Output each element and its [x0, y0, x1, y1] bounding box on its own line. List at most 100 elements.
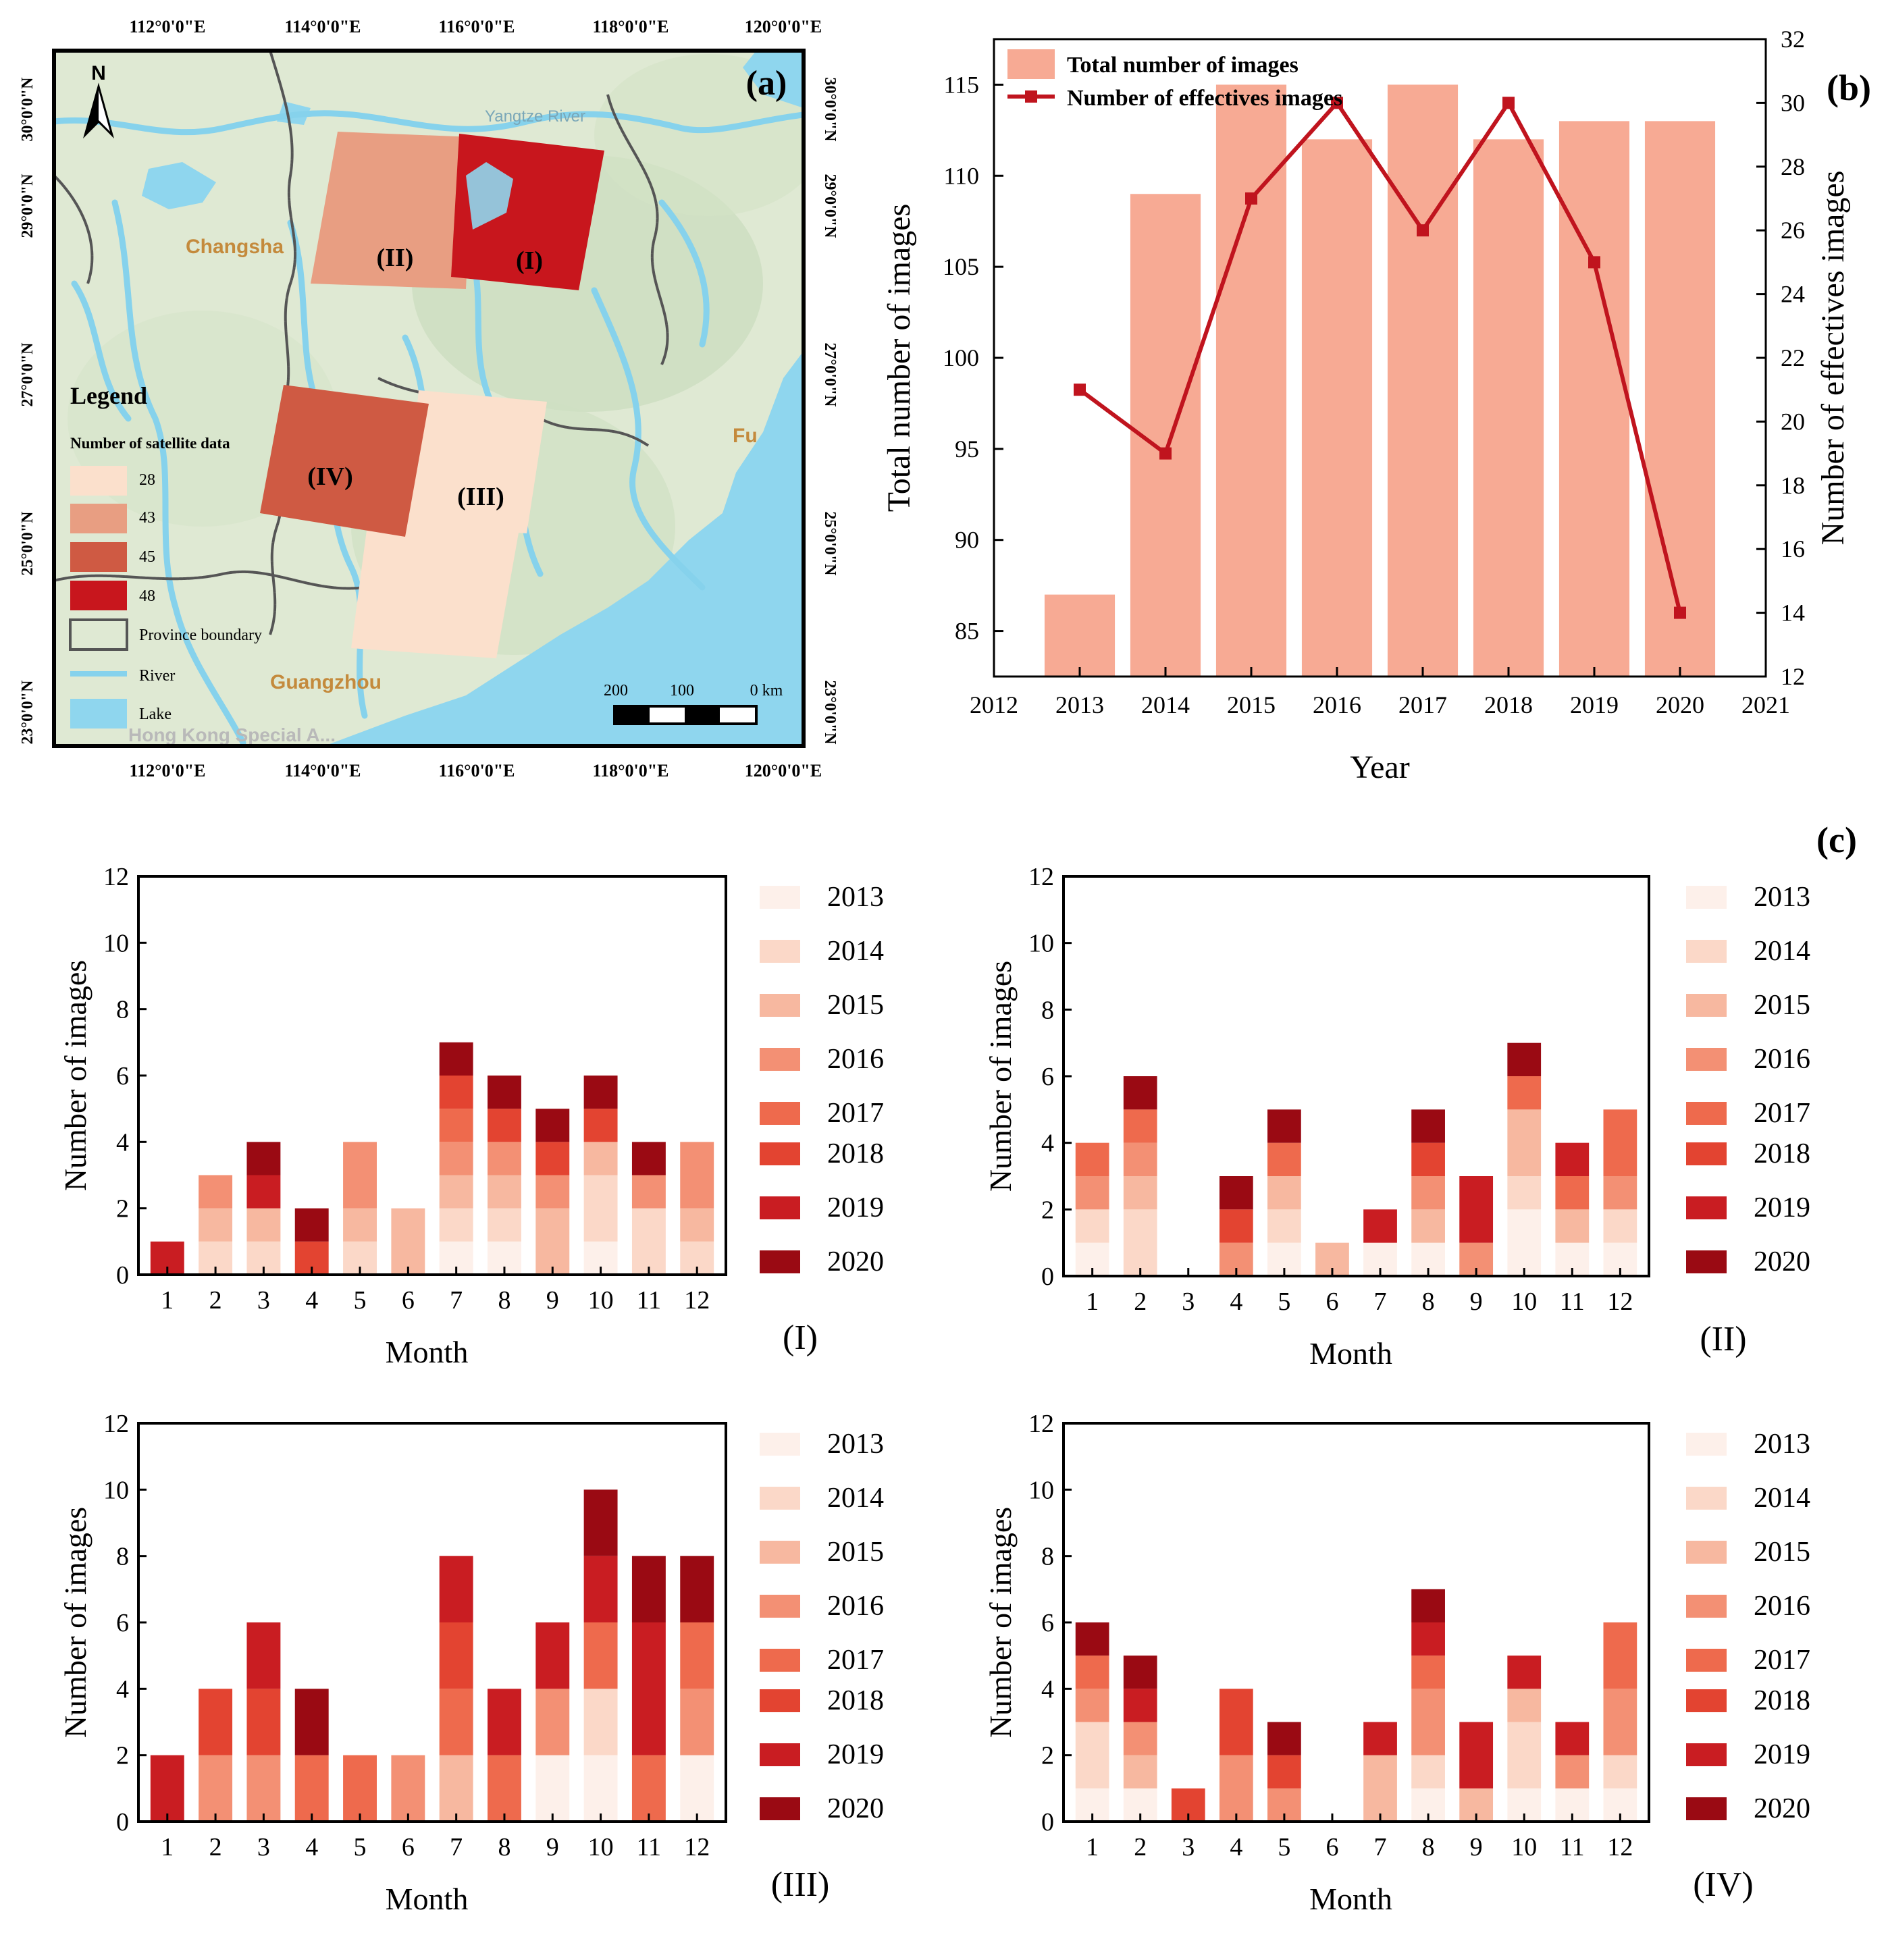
legend-label-2019: 2019: [1754, 1192, 1810, 1223]
region-iv[interactable]: [260, 385, 429, 537]
legend-swatch-2018: [1686, 1142, 1727, 1165]
legend-swatch-48: [70, 581, 127, 610]
legend-label-2019: 2019: [827, 1739, 884, 1770]
x-tick-label: 7: [1374, 1288, 1387, 1316]
bar-seg-m9-2015: [535, 1208, 570, 1275]
bar-seg-m10-2019: [583, 1556, 618, 1622]
panel-c-label: (c): [1816, 820, 1857, 860]
bar-seg-m12-2016: [680, 1142, 714, 1209]
point-effective-2019: [1588, 256, 1600, 269]
panel-b-label: (b): [1827, 68, 1871, 108]
y-tick-label: 6: [116, 1609, 129, 1637]
y2-tick-label-b: 28: [1781, 153, 1805, 180]
x-tick-label: 12: [1607, 1288, 1633, 1316]
bar-total-2015: [1215, 84, 1287, 677]
scale-bar-seg: [685, 706, 720, 724]
legend-swatch-2020: [1686, 1797, 1727, 1820]
x-tick-label: 10: [588, 1833, 614, 1861]
x-tick-label: 9: [546, 1833, 559, 1861]
region-iii-north[interactable]: [405, 390, 547, 533]
region-ii[interactable]: [311, 132, 473, 289]
legend-swatch-2013: [1686, 886, 1727, 909]
x-tick-label: 3: [257, 1286, 270, 1315]
lon-label-bottom-112: 112°0'0"E: [130, 761, 206, 780]
place-yangtze: Yangtze River: [485, 107, 585, 126]
legend-swatch-2014: [1686, 940, 1727, 963]
x-tick-label-b: 2016: [1313, 691, 1361, 718]
chart-b: 2012 2013 2014 2015 2016 2017 2018 2019 2020 2021…: [881, 26, 1851, 785]
bar-seg-m10-2017: [583, 1622, 618, 1689]
bar-seg-m8-2020: [488, 1076, 521, 1109]
legend-swatch-2016: [760, 1595, 800, 1618]
bar-seg-m9-2016: [535, 1689, 570, 1755]
legend-label-2015: 2015: [1754, 1537, 1810, 1568]
legend-label-45: 45: [139, 548, 155, 566]
y-tick-label: 4: [116, 1128, 129, 1157]
lake-dongting: [142, 162, 216, 209]
x-tick-label: 7: [450, 1833, 463, 1861]
legend-label-2013: 2013: [1754, 1429, 1810, 1460]
y-tick-label-b: 85: [955, 618, 979, 645]
legend-label-48: 48: [139, 587, 155, 605]
bar-seg-m12-2015: [680, 1208, 714, 1242]
point-effective-2013: [1074, 383, 1086, 396]
legend-label-2018: 2018: [827, 1138, 884, 1169]
bar-seg-m11-2017: [631, 1755, 666, 1822]
x-tick-label: 3: [1182, 1833, 1195, 1861]
bar-seg-m8-2019: [1411, 1622, 1445, 1656]
map-panel: 112°0'0"E 114°0'0"E 116°0'0"E 118°0'0"E …: [19, 17, 839, 780]
y2-tick-label-b: 24: [1781, 281, 1805, 308]
bar-seg-m8-2015: [1411, 1209, 1445, 1243]
bar-seg-m12-2013: [680, 1755, 714, 1822]
bar-seg-m2-2016: [1123, 1142, 1157, 1176]
bar-total-2017: [1387, 84, 1459, 677]
bar-seg-m8-2017: [1411, 1656, 1445, 1689]
scale-label-200: 200: [604, 682, 628, 699]
x-tick-label-b: 2020: [1656, 691, 1704, 718]
x-tick-label: 1: [161, 1286, 174, 1315]
x-tick-label: 6: [1326, 1288, 1338, 1316]
x-tick-label: 1: [1086, 1833, 1099, 1861]
x-tick-label: 3: [257, 1833, 270, 1861]
legend-swatch-2017: [1686, 1102, 1727, 1125]
bar-seg-m8-2015: [488, 1175, 521, 1209]
bar-seg-m6-2015: [391, 1208, 425, 1275]
x-tick-label: 6: [402, 1833, 415, 1861]
x-tick-label: 2: [1134, 1833, 1147, 1861]
legend-swatch-2019: [1686, 1196, 1727, 1219]
bar-seg-m7-2018: [439, 1622, 473, 1689]
bar-seg-m2-2016: [199, 1755, 233, 1822]
lat-label-right-30: 30°0'0"N: [821, 78, 839, 142]
y-axis-label: Number of images: [58, 1507, 93, 1738]
bar-seg-m7-2020: [439, 1042, 473, 1076]
bar-seg-m2-2018: [199, 1689, 233, 1755]
legend-subtitle: Number of satellite data: [70, 435, 230, 452]
x-tick-label-b: 2021: [1741, 691, 1790, 718]
bar-seg-m1-2014: [1075, 1722, 1109, 1789]
lat-label-right-25: 25°0'0"N: [821, 512, 839, 577]
legend-label-2015: 2015: [827, 1537, 884, 1568]
lat-label-left-23: 23°0'0"N: [19, 680, 36, 745]
x-tick-label: 1: [161, 1833, 174, 1861]
x-tick-label: 2: [209, 1286, 222, 1315]
panel-label: (I): [783, 1319, 818, 1357]
bar-seg-m2-2019: [1123, 1689, 1157, 1722]
x-tick-label: 2: [1134, 1288, 1147, 1316]
region-iii-south[interactable]: [351, 520, 520, 658]
bar-seg-m11-2016: [1555, 1755, 1590, 1789]
y2-tick-label-b: 22: [1781, 344, 1805, 371]
bar-total-2020: [1644, 121, 1716, 677]
legend-swatch-2014: [760, 940, 800, 963]
panel-label: (IV): [1693, 1865, 1754, 1904]
bar-seg-m2-2015: [1123, 1176, 1157, 1210]
place-guangzhou: Guangzhou: [270, 671, 382, 693]
y-tick-label: 0: [1041, 1263, 1054, 1291]
y-tick-label: 12: [103, 863, 129, 891]
legend-swatch-2018: [760, 1689, 800, 1712]
bar-total-2013: [1044, 594, 1116, 677]
bar-seg-m8-2016: [488, 1142, 521, 1175]
x-tick-label-b: 2018: [1484, 691, 1533, 718]
legend-swatch-2016: [1686, 1595, 1727, 1618]
y-tick-label-b: 110: [943, 162, 979, 189]
